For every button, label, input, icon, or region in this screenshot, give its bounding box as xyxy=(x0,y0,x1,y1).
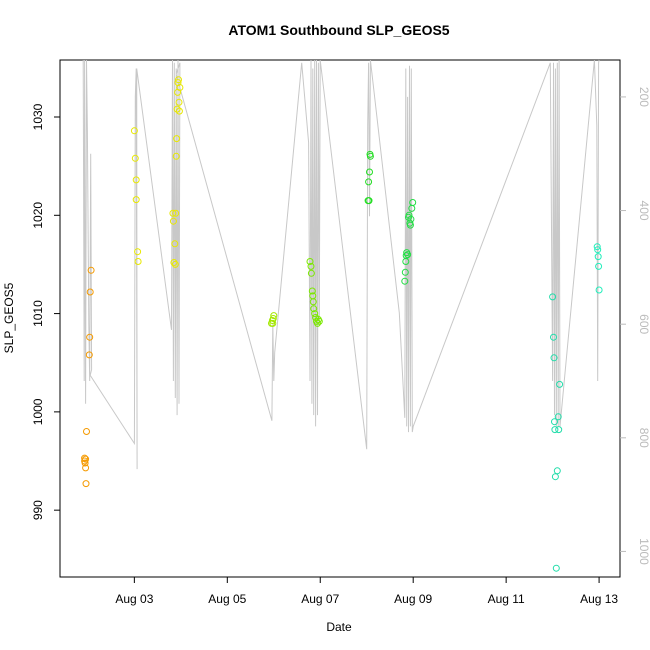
data-point xyxy=(405,211,413,219)
y-tick-label: 1020 xyxy=(31,202,45,229)
data-point xyxy=(407,215,415,223)
y-tick-label: 1030 xyxy=(31,103,45,130)
data-point xyxy=(83,428,90,435)
data-point xyxy=(175,98,183,106)
plot-area xyxy=(59,59,621,578)
data-point xyxy=(172,152,180,160)
y2-tick-label: 400 xyxy=(637,201,650,221)
data-point xyxy=(307,262,315,270)
y-tick-label: 990 xyxy=(31,500,45,520)
x-tick-label: Aug 07 xyxy=(301,592,339,606)
data-point xyxy=(173,135,181,143)
data-point xyxy=(131,154,139,162)
x-axis-label: Date xyxy=(326,620,352,634)
data-points xyxy=(81,76,603,572)
x-tick-label: Aug 03 xyxy=(115,592,153,606)
data-point xyxy=(81,454,89,462)
data-point xyxy=(308,287,316,295)
data-point xyxy=(171,260,179,268)
data-point xyxy=(404,251,412,259)
y2-tick-label: 800 xyxy=(637,428,650,448)
data-point xyxy=(86,288,94,296)
data-point xyxy=(554,413,562,421)
data-point xyxy=(315,317,323,325)
data-point xyxy=(307,269,315,277)
data-point xyxy=(169,217,177,225)
y2-tick-label: 600 xyxy=(637,314,650,334)
data-point xyxy=(595,262,603,270)
data-point xyxy=(86,333,94,341)
x-tick-label: Aug 13 xyxy=(580,592,618,606)
data-point xyxy=(314,319,321,327)
data-point xyxy=(269,319,277,327)
x-tick-label: Aug 11 xyxy=(488,592,525,606)
data-point xyxy=(551,473,559,481)
data-point xyxy=(401,268,409,276)
y-tick-label: 1010 xyxy=(31,300,45,327)
data-point xyxy=(169,209,177,217)
data-point xyxy=(551,418,558,426)
data-point xyxy=(594,253,602,261)
data-point xyxy=(311,310,319,318)
y2-axis-right: 200 400 600 800 1000 xyxy=(620,87,650,565)
data-point xyxy=(132,176,140,184)
data-point xyxy=(170,259,178,266)
data-point xyxy=(556,380,564,388)
data-point xyxy=(87,266,95,274)
data-point xyxy=(306,258,314,265)
data-point xyxy=(175,76,182,84)
data-point xyxy=(553,467,561,475)
data-point xyxy=(594,246,602,254)
data-point xyxy=(551,426,559,434)
data-point xyxy=(132,196,140,204)
data-point xyxy=(81,459,89,467)
altitude-track-line xyxy=(82,59,600,470)
x-axis: Aug 03 Aug 05 Aug 07 Aug 09 Aug 11 Aug 13 xyxy=(115,577,618,606)
data-point xyxy=(172,209,180,217)
data-point xyxy=(134,258,142,265)
data-point xyxy=(176,84,184,91)
data-point xyxy=(310,305,318,313)
data-point xyxy=(365,178,373,186)
data-point xyxy=(401,277,409,285)
data-point xyxy=(593,243,601,251)
altitude-track xyxy=(82,59,600,470)
y2-tick-label: 200 xyxy=(637,87,650,107)
plot-frame xyxy=(59,59,621,578)
y-axis: 990 1000 1010 1020 1030 xyxy=(31,103,60,520)
data-point xyxy=(365,197,373,205)
data-point xyxy=(309,298,317,306)
data-point xyxy=(171,240,179,248)
data-point xyxy=(82,480,90,488)
x-tick-label: Aug 05 xyxy=(208,592,246,606)
y-tick-label: 1000 xyxy=(31,398,45,425)
data-point xyxy=(366,152,374,160)
data-point xyxy=(175,107,183,115)
data-point xyxy=(82,464,90,472)
y2-tick-label: 1000 xyxy=(637,538,650,565)
data-point xyxy=(130,127,138,135)
data-point xyxy=(134,248,142,256)
data-point xyxy=(402,252,410,260)
data-point xyxy=(366,168,373,176)
data-point xyxy=(550,333,557,341)
chart-title: ATOM1 Southbound SLP_GEOS5 xyxy=(228,22,449,38)
data-point xyxy=(85,351,93,359)
data-point xyxy=(409,199,417,206)
data-point xyxy=(550,354,558,362)
data-point xyxy=(552,564,560,572)
data-point xyxy=(173,105,181,113)
data-point xyxy=(269,315,277,322)
data-point xyxy=(270,312,278,320)
data-point xyxy=(549,293,557,301)
y-axis-label: SLP_GEOS5 xyxy=(2,282,16,353)
data-point xyxy=(82,455,90,463)
data-point xyxy=(595,286,603,294)
data-point xyxy=(555,426,563,434)
x-tick-label: Aug 09 xyxy=(394,592,432,606)
